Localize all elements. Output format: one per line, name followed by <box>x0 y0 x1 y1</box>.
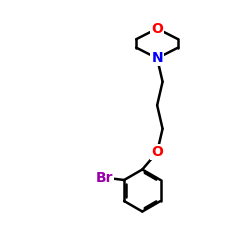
Text: O: O <box>151 145 163 159</box>
Text: Br: Br <box>96 170 113 184</box>
Text: O: O <box>151 22 163 36</box>
Text: N: N <box>151 51 163 65</box>
